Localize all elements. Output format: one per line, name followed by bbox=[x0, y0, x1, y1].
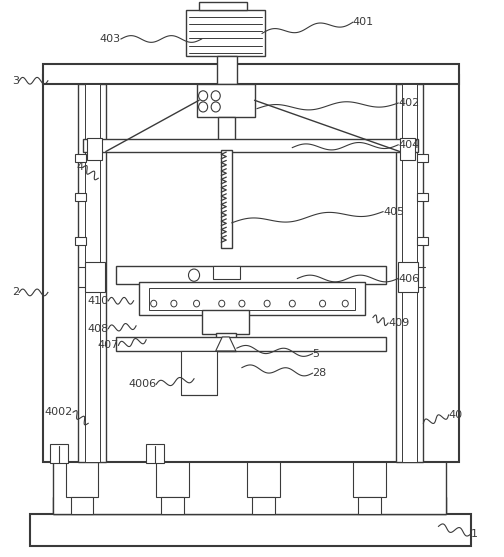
Bar bbox=[218, 117, 235, 144]
Bar bbox=[50, 444, 68, 463]
Bar bbox=[87, 138, 102, 160]
Bar bbox=[85, 262, 105, 292]
Bar bbox=[78, 84, 106, 462]
Bar bbox=[358, 497, 381, 514]
Circle shape bbox=[199, 91, 208, 101]
Bar bbox=[43, 75, 459, 462]
Bar bbox=[161, 497, 184, 514]
Bar bbox=[75, 154, 86, 162]
Circle shape bbox=[289, 300, 295, 307]
Text: 4002: 4002 bbox=[45, 407, 73, 417]
Circle shape bbox=[151, 300, 157, 307]
Bar bbox=[400, 138, 415, 160]
Bar bbox=[83, 139, 418, 152]
Bar bbox=[53, 497, 446, 514]
Bar bbox=[43, 64, 459, 84]
Bar bbox=[67, 429, 79, 441]
Text: 406: 406 bbox=[398, 273, 419, 284]
Bar bbox=[156, 449, 189, 497]
Bar bbox=[158, 429, 170, 441]
Bar bbox=[53, 436, 446, 514]
Bar bbox=[116, 337, 386, 351]
Text: 40: 40 bbox=[449, 410, 463, 420]
Text: 28: 28 bbox=[312, 368, 327, 378]
Bar bbox=[75, 237, 86, 245]
Bar bbox=[396, 84, 423, 462]
Circle shape bbox=[188, 269, 200, 281]
Circle shape bbox=[199, 102, 208, 112]
Text: 409: 409 bbox=[388, 318, 409, 328]
Bar bbox=[417, 237, 428, 245]
Polygon shape bbox=[216, 337, 236, 351]
Bar bbox=[217, 56, 237, 84]
Bar bbox=[417, 154, 428, 162]
Text: 410: 410 bbox=[87, 296, 108, 306]
Bar bbox=[116, 266, 386, 284]
Bar bbox=[139, 282, 365, 315]
Text: 407: 407 bbox=[97, 340, 118, 350]
Bar bbox=[66, 449, 98, 497]
Bar bbox=[199, 2, 247, 10]
Bar bbox=[252, 497, 275, 514]
Text: 5: 5 bbox=[312, 349, 320, 359]
Circle shape bbox=[264, 300, 270, 307]
Text: 401: 401 bbox=[353, 17, 374, 27]
Bar bbox=[85, 84, 100, 462]
Circle shape bbox=[219, 300, 225, 307]
Circle shape bbox=[320, 300, 326, 307]
Bar bbox=[354, 429, 366, 441]
Text: 404: 404 bbox=[398, 140, 419, 150]
Text: 4: 4 bbox=[76, 162, 83, 172]
Bar bbox=[186, 349, 194, 370]
Bar bbox=[213, 266, 240, 278]
Text: 408: 408 bbox=[87, 324, 108, 334]
Text: 405: 405 bbox=[383, 207, 404, 217]
Text: 2: 2 bbox=[12, 287, 19, 297]
Bar bbox=[248, 429, 261, 441]
Text: 1: 1 bbox=[471, 529, 478, 539]
Bar bbox=[221, 150, 232, 248]
Circle shape bbox=[239, 300, 245, 307]
Bar bbox=[402, 84, 417, 462]
Circle shape bbox=[171, 300, 177, 307]
Bar bbox=[71, 497, 93, 514]
Circle shape bbox=[211, 91, 220, 101]
Bar bbox=[181, 351, 217, 395]
Text: 4006: 4006 bbox=[128, 379, 156, 389]
Text: 3: 3 bbox=[12, 76, 19, 86]
Bar bbox=[75, 193, 86, 201]
Bar bbox=[417, 193, 428, 201]
Circle shape bbox=[194, 300, 200, 307]
Circle shape bbox=[211, 102, 220, 112]
Bar bbox=[186, 10, 265, 56]
Text: 402: 402 bbox=[398, 98, 419, 108]
Bar bbox=[202, 310, 249, 334]
Bar bbox=[184, 369, 197, 382]
Bar bbox=[216, 333, 236, 351]
Bar bbox=[30, 514, 471, 546]
Bar bbox=[149, 288, 355, 310]
Circle shape bbox=[342, 300, 348, 307]
Bar bbox=[146, 444, 164, 463]
Text: 403: 403 bbox=[100, 34, 121, 44]
Bar bbox=[353, 449, 386, 497]
Bar bbox=[197, 84, 255, 117]
Bar bbox=[247, 449, 280, 497]
Bar bbox=[398, 262, 418, 292]
